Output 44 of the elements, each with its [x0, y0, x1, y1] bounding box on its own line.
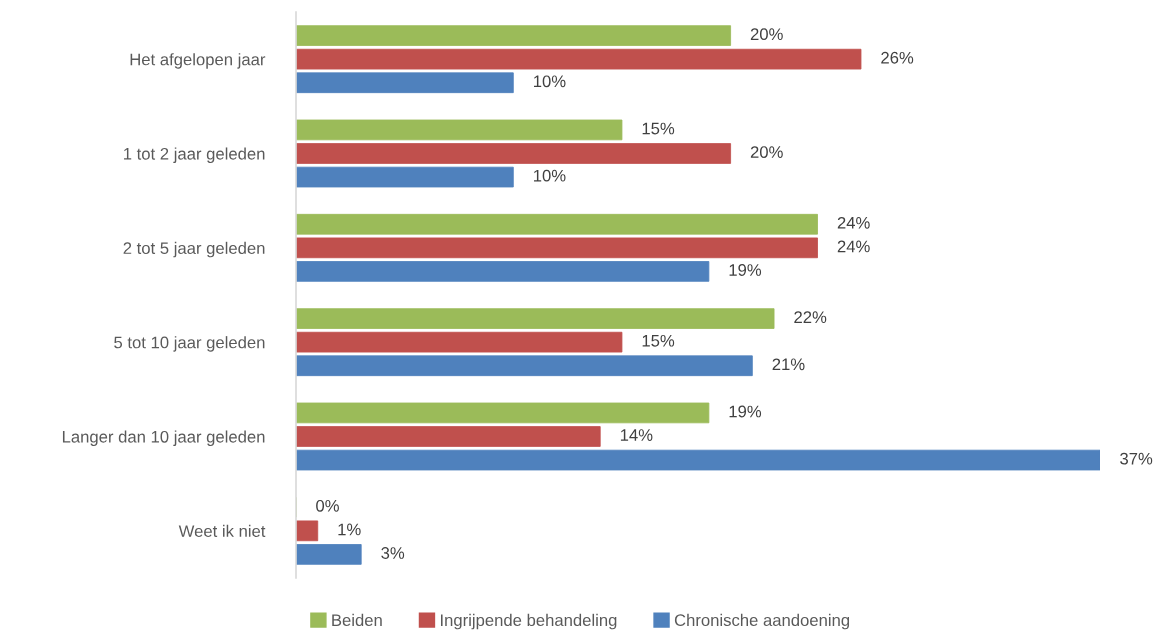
data-label: 22%	[794, 311, 827, 323]
data-label: 19%	[729, 264, 762, 276]
data-label: 19%	[729, 405, 762, 418]
data-label: 20%	[750, 146, 783, 158]
bar	[296, 237, 818, 259]
bar	[296, 544, 362, 565]
data-label: 20%	[750, 28, 783, 41]
data-label: 3%	[381, 547, 405, 559]
data-label: 10%	[534, 169, 566, 182]
bar	[296, 308, 775, 329]
data-label: 0%	[316, 499, 339, 512]
legend-label: Chronische aandoening	[674, 613, 850, 630]
bar	[296, 449, 1100, 471]
y-tick-label: 5 tot 10 jaar geleden	[114, 336, 265, 352]
data-label: 24%	[837, 240, 870, 253]
bar	[296, 25, 732, 46]
legend-label: Beiden	[332, 613, 382, 627]
bar	[296, 143, 732, 164]
data-label: 26%	[881, 51, 914, 64]
bar	[296, 426, 601, 447]
bar	[296, 48, 862, 70]
data-label: 14%	[620, 429, 653, 441]
data-label: 15%	[642, 334, 675, 347]
bar	[296, 166, 514, 188]
bar	[296, 119, 623, 141]
data-label: 1%	[338, 523, 361, 536]
data-label: 37%	[1120, 452, 1153, 465]
bar	[296, 213, 818, 235]
data-label: 24%	[837, 216, 870, 229]
y-tick-label: 1 tot 2 jaar geleden	[124, 147, 265, 163]
bar	[296, 355, 753, 377]
legend-label: Ingrijpende behandeling	[441, 613, 617, 630]
y-tick-label: Langer dan 10 jaar geleden	[62, 430, 265, 446]
bar	[296, 261, 710, 282]
bar	[296, 331, 623, 353]
bar	[296, 402, 710, 424]
bar	[296, 520, 319, 542]
y-tick-label: 2 tot 5 jaar geleden	[123, 241, 265, 258]
data-label: 15%	[642, 122, 675, 135]
bar	[296, 72, 514, 94]
data-label: 21%	[772, 358, 805, 371]
y-tick-label: Weet ik niet	[178, 524, 266, 538]
data-label: 10%	[534, 75, 566, 88]
y-tick-label: Het afgelopen jaar	[130, 53, 266, 69]
